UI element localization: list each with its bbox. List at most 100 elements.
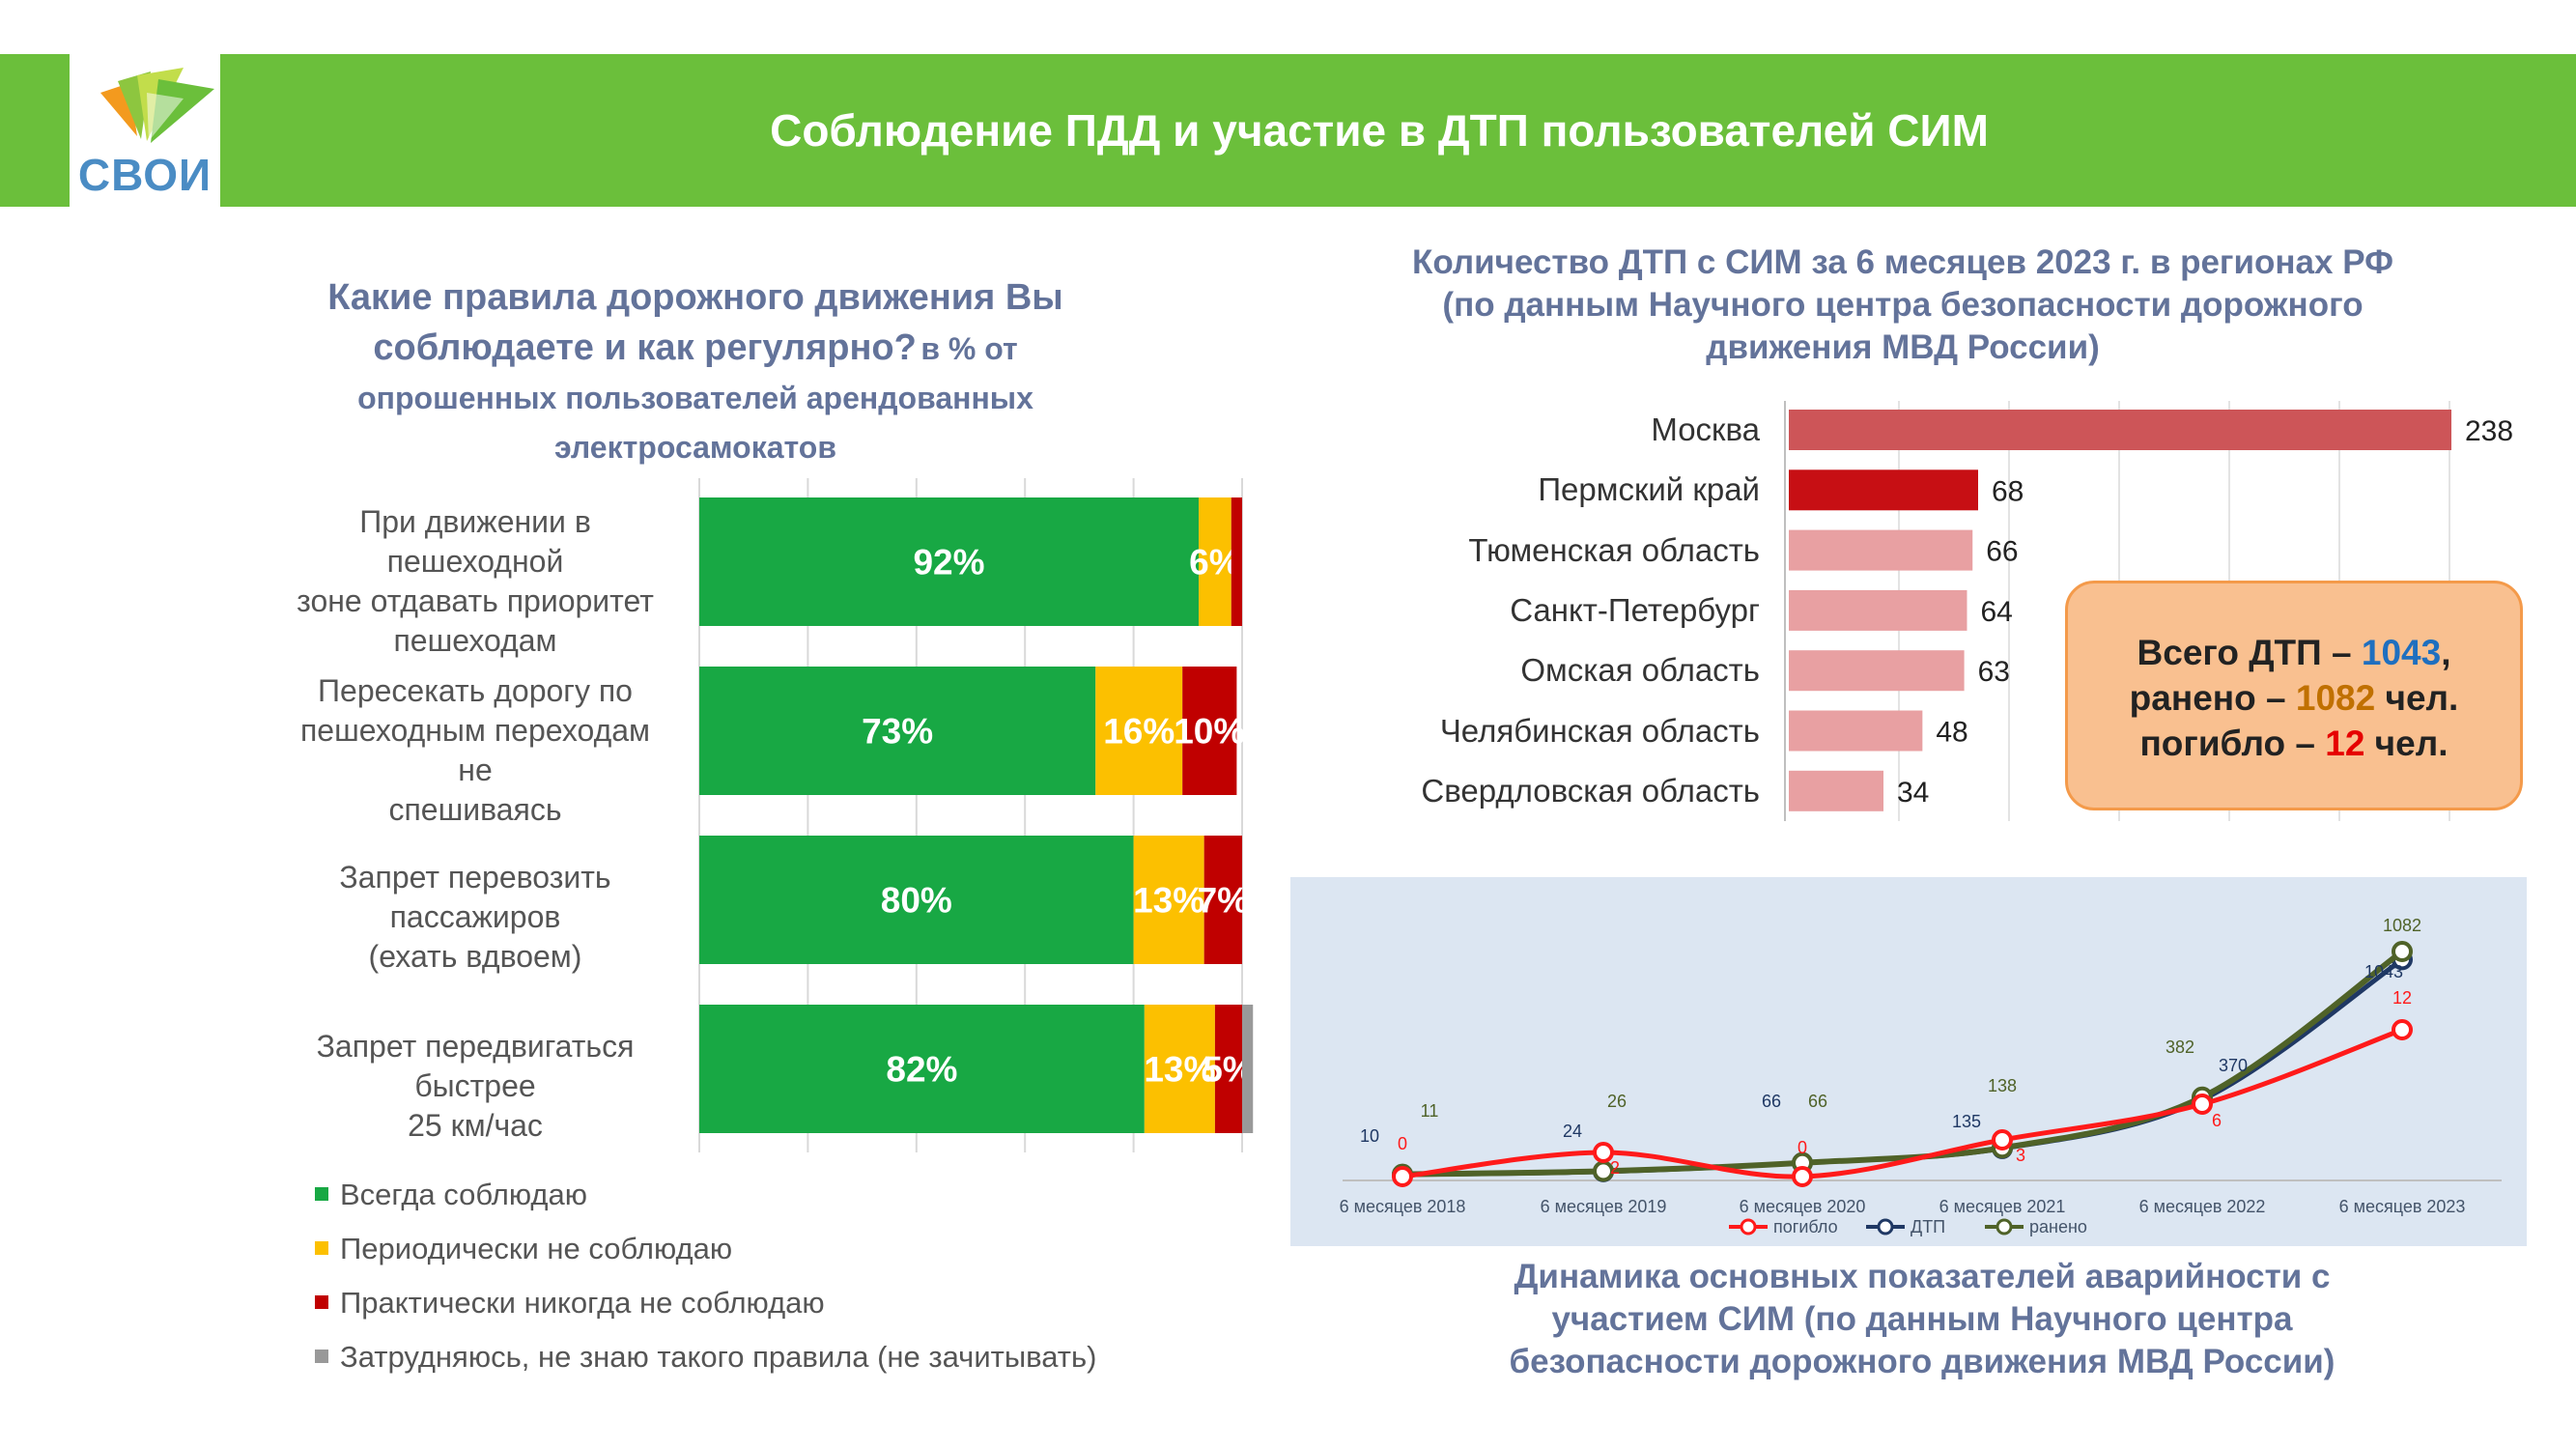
region-label: Свердловская область	[1421, 772, 1760, 809]
survey-bar-segment	[699, 1005, 1145, 1133]
survey-bar-segment	[1095, 667, 1183, 795]
survey-bar-segment	[1133, 836, 1204, 964]
total-killed-tail: чел.	[2364, 724, 2449, 763]
legend-label: Всегда соблюдаю	[340, 1178, 587, 1211]
survey-category-label-line: (ехать вдвоем)	[368, 939, 582, 974]
total-dtp-line: Всего ДТП – 1043,	[2068, 630, 2520, 675]
region-label: Омская область	[1520, 652, 1760, 689]
total-killed-label: погибло –	[2139, 724, 2326, 763]
survey-category-label-line: Пересекать дорогу по	[318, 673, 633, 708]
region-label: Пермский край	[1538, 471, 1760, 508]
survey-bar-label: 5%	[1203, 1050, 1254, 1090]
region-bar-value: 34	[1897, 777, 1929, 809]
survey-question-note: в % от опрошенных пользователей арендова…	[357, 331, 1033, 465]
dynamics-chart-panel	[1290, 877, 2527, 1246]
survey-category-label-line: зоне отдавать приоритет	[297, 583, 654, 618]
survey-bar-segment	[1199, 497, 1231, 626]
regions-title-line: (по данным Научного центра безопасности …	[1442, 286, 2364, 324]
legend-label: Периодически не соблюдаю	[340, 1232, 733, 1265]
region-bar	[1789, 469, 1978, 511]
survey-bar-segment	[1144, 1005, 1215, 1133]
dynamics-title-line: участием СИМ (по данным Научного центра	[1551, 1300, 2293, 1338]
legend-item: Практически никогда не соблюдаю	[315, 1284, 825, 1322]
total-injured-line: ранено – 1082 чел.	[2068, 675, 2520, 721]
total-killed-line: погибло – 12 чел.	[2068, 721, 2520, 766]
legend-label: Затрудняюсь, не знаю такого правила (не …	[340, 1340, 1097, 1374]
survey-question-title: Какие правила дорожного движения Вы собл…	[290, 276, 1101, 475]
region-label: Челябинская область	[1439, 712, 1760, 749]
region-bar	[1789, 710, 1923, 752]
survey-bar-label: 80%	[881, 881, 952, 921]
total-injured-tail: чел.	[2375, 678, 2459, 718]
region-bar-value: 64	[1980, 596, 2012, 628]
survey-category-label-line: Запрет передвигаться быстрее	[316, 1029, 635, 1103]
region-bar	[1789, 770, 1883, 811]
survey-bar-label: 7%	[1198, 881, 1249, 921]
survey-bar-label: 10%	[1174, 712, 1245, 752]
survey-category-label-line: 25 км/час	[408, 1108, 543, 1143]
region-bar	[1789, 589, 1967, 631]
dynamics-chart-title: Динамика основных показателей аварийност…	[1391, 1256, 2453, 1383]
survey-bar-label: 73%	[862, 712, 933, 752]
total-injured-label: ранено –	[2129, 678, 2296, 718]
legend-item: Всегда соблюдаю	[315, 1176, 587, 1214]
total-injured-value: 1082	[2295, 678, 2376, 718]
survey-bar-label: 6%	[1189, 543, 1240, 582]
survey-category-label: Пересекать дорогу по пешеходным переходам…	[282, 671, 668, 830]
legend-item: Периодически не соблюдаю	[315, 1230, 732, 1268]
survey-bar-label: 92%	[913, 543, 984, 582]
survey-bar-segment	[1231, 497, 1242, 626]
region-bar-value: 68	[1992, 475, 2024, 507]
legend-label: Практически никогда не соблюдаю	[340, 1286, 825, 1320]
survey-category-label-line: пешеходам	[393, 623, 557, 658]
survey-category-label: Запрет перевозить пассажиров (ехать вдвое…	[282, 858, 668, 977]
dynamics-title-line: безопасности дорожного движения МВД Росс…	[1509, 1343, 2335, 1380]
legend-swatch	[315, 1349, 328, 1363]
region-bar	[1789, 410, 2451, 450]
survey-category-label-line: спешиваясь	[388, 792, 562, 827]
legend-item: Затрудняюсь, не знаю такого правила (не …	[315, 1338, 1096, 1377]
logo-text: СВОИ	[77, 150, 212, 200]
leaf-logo-icon	[100, 68, 214, 143]
total-dtp-label: Всего ДТП –	[2137, 633, 2362, 672]
legend-swatch	[315, 1186, 328, 1201]
region-bar-value: 63	[1978, 656, 2010, 688]
total-dtp-tail: ,	[2441, 633, 2451, 672]
survey-bar-segment	[1214, 1005, 1242, 1133]
survey-bar-segment	[699, 497, 1200, 626]
legend-swatch	[315, 1294, 328, 1309]
survey-category-label: При движении в пешеходной зоне отдавать п…	[282, 502, 668, 661]
regions-title-line: Количество ДТП с СИМ за 6 месяцев 2023 г…	[1412, 243, 2393, 281]
region-label: Санкт-Петербург	[1510, 591, 1760, 628]
dynamics-title-line: Динамика основных показателей аварийност…	[1514, 1258, 2331, 1295]
survey-category-label-line: При движении в пешеходной	[359, 504, 591, 579]
summary-box: Всего ДТП – 1043, ранено – 1082 чел. пог…	[2065, 581, 2523, 810]
region-label: Москва	[1651, 412, 1760, 447]
region-bar-value: 238	[2465, 415, 2513, 447]
region-bar-value: 66	[1986, 536, 2018, 568]
total-killed-value: 12	[2325, 724, 2365, 763]
survey-category-label: Запрет передвигаться быстрее 25 км/час	[282, 1027, 668, 1146]
region-bar	[1789, 529, 1973, 571]
legend-swatch	[315, 1240, 328, 1255]
region-bar	[1789, 650, 1965, 692]
region-label: Тюменская область	[1468, 531, 1760, 568]
survey-bar-segment	[699, 836, 1134, 964]
page-title: Соблюдение ПДД и участие в ДТП пользоват…	[770, 105, 1989, 156]
survey-bar-segment	[1182, 667, 1237, 795]
survey-question-main: Какие правила дорожного движения Вы собл…	[327, 277, 1063, 368]
survey-bar-label: 13%	[1144, 1050, 1215, 1090]
regions-chart-title: Количество ДТП с СИМ за 6 месяцев 2023 г…	[1352, 242, 2453, 369]
survey-category-label-line: пешеходным переходам не	[299, 713, 651, 787]
survey-bar-segment	[1242, 1005, 1254, 1133]
header-bar	[0, 54, 2576, 207]
region-bar-value: 48	[1936, 717, 1967, 749]
survey-bar-label: 82%	[886, 1050, 957, 1090]
survey-bar-label: 16%	[1103, 712, 1175, 752]
logo: СВОИ	[70, 54, 220, 207]
survey-bar-label: 13%	[1133, 881, 1204, 921]
total-dtp-value: 1043	[2361, 633, 2442, 672]
regions-title-line: движения МВД России)	[1706, 328, 2100, 366]
survey-bar-segment	[1203, 836, 1242, 964]
survey-category-label-line: Запрет перевозить пассажиров	[339, 860, 611, 934]
